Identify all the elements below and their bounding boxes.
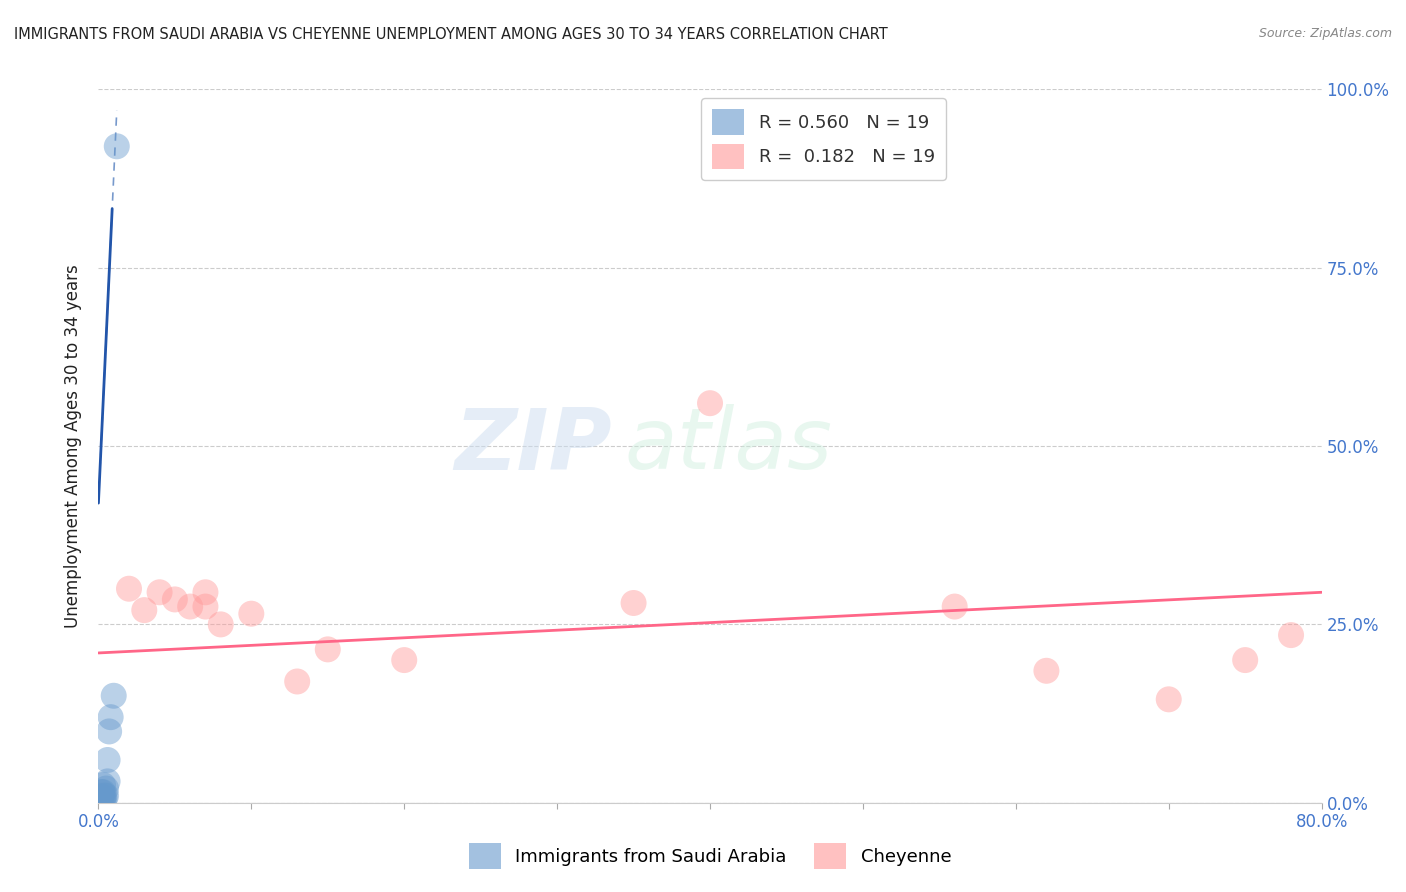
- Point: [91, 790, 114, 805]
- Point: [134, 603, 156, 617]
- Point: [194, 599, 217, 614]
- Point: [194, 585, 217, 599]
- Point: [103, 689, 125, 703]
- Text: ZIP: ZIP: [454, 404, 612, 488]
- Point: [93, 792, 115, 806]
- Legend: Immigrants from Saudi Arabia, Cheyenne: Immigrants from Saudi Arabia, Cheyenne: [461, 836, 959, 876]
- Point: [240, 607, 263, 621]
- Point: [89, 792, 111, 806]
- Point: [105, 139, 128, 153]
- Point: [97, 753, 120, 767]
- Point: [943, 599, 966, 614]
- Point: [1157, 692, 1180, 706]
- Point: [1035, 664, 1057, 678]
- Y-axis label: Unemployment Among Ages 30 to 34 years: Unemployment Among Ages 30 to 34 years: [65, 264, 83, 628]
- Text: atlas: atlas: [624, 404, 832, 488]
- Text: Source: ZipAtlas.com: Source: ZipAtlas.com: [1258, 27, 1392, 40]
- Point: [1279, 628, 1302, 642]
- Point: [91, 778, 114, 792]
- Point: [91, 792, 114, 806]
- Point: [285, 674, 308, 689]
- Point: [91, 785, 114, 799]
- Point: [93, 789, 115, 803]
- Point: [163, 592, 186, 607]
- Point: [89, 789, 111, 803]
- Point: [1234, 653, 1257, 667]
- Point: [94, 781, 117, 796]
- Point: [118, 582, 141, 596]
- Point: [98, 724, 121, 739]
- Point: [90, 785, 112, 799]
- Point: [179, 599, 201, 614]
- Point: [392, 653, 416, 667]
- Point: [209, 617, 232, 632]
- Point: [699, 396, 721, 410]
- Point: [90, 792, 112, 806]
- Point: [97, 774, 120, 789]
- Point: [90, 790, 112, 805]
- Text: IMMIGRANTS FROM SAUDI ARABIA VS CHEYENNE UNEMPLOYMENT AMONG AGES 30 TO 34 YEARS : IMMIGRANTS FROM SAUDI ARABIA VS CHEYENNE…: [14, 27, 887, 42]
- Point: [94, 789, 117, 803]
- Point: [100, 710, 122, 724]
- Point: [623, 596, 645, 610]
- Point: [316, 642, 339, 657]
- Point: [149, 585, 172, 599]
